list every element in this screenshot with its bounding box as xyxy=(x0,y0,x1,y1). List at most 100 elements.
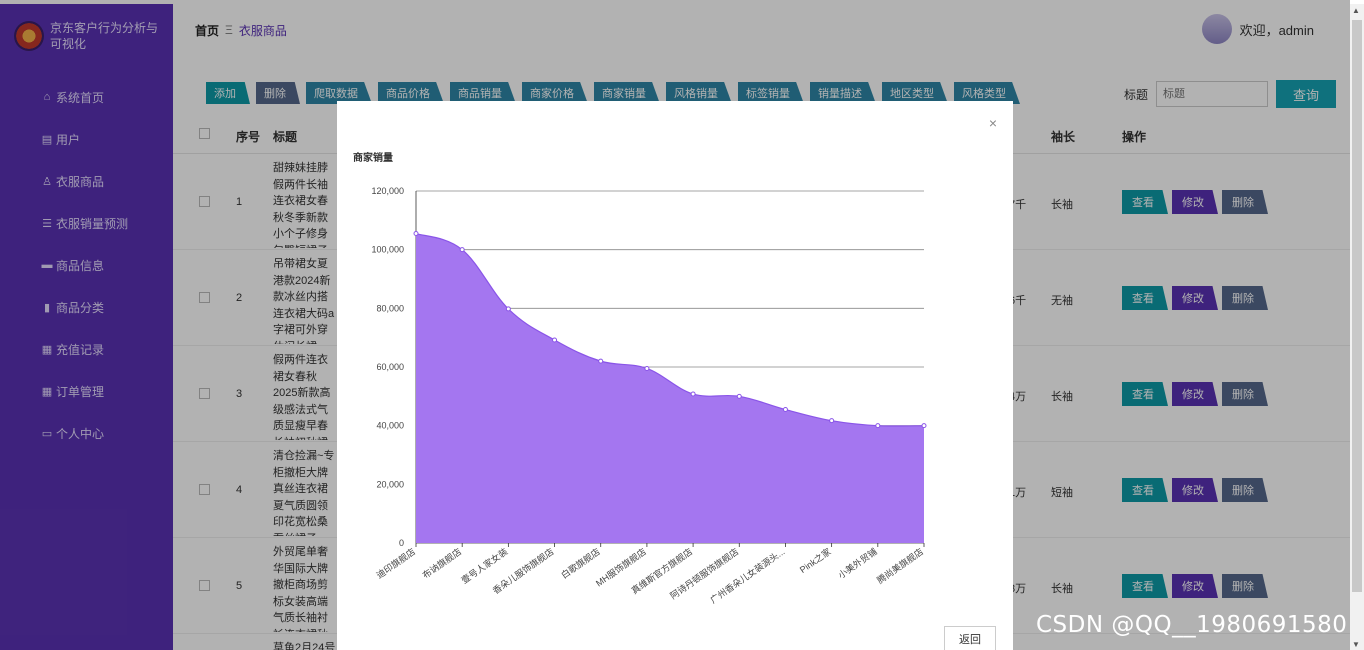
row-sleeve: 短袖 xyxy=(1051,487,1073,499)
data-point xyxy=(782,407,788,413)
x-tick-label: 广州香朵儿女装源头... xyxy=(708,546,787,606)
delete-row-button[interactable]: 删除 xyxy=(1222,286,1268,310)
y-tick-label: 80,000 xyxy=(376,303,404,313)
tag-sales-button[interactable]: 标签销量 xyxy=(738,82,804,104)
data-point xyxy=(875,423,881,429)
style-sales-button[interactable]: 风格销量 xyxy=(666,82,732,104)
y-tick-label: 40,000 xyxy=(376,421,404,431)
search-input[interactable] xyxy=(1156,81,1268,107)
region-type-button[interactable]: 地区类型 xyxy=(882,82,948,104)
view-button[interactable]: 查看 xyxy=(1122,190,1168,214)
sidebar-item-recharge[interactable]: ▦ 充值记录 xyxy=(41,342,105,357)
delete-row-button[interactable]: 删除 xyxy=(1222,382,1268,406)
header-sleeve[interactable]: 袖长 xyxy=(1051,130,1076,144)
shop-sales-button[interactable]: 商家销量 xyxy=(594,82,660,104)
scroll-down-icon[interactable]: ▼ xyxy=(1352,640,1360,649)
brand-name: 京东客户行为分析与可视化 xyxy=(50,21,159,51)
grid-icon: ▦ xyxy=(41,343,53,356)
avatar xyxy=(1201,14,1232,44)
close-icon[interactable]: × xyxy=(988,115,997,131)
sidebar-item-orders[interactable]: ▦ 订单管理 xyxy=(41,384,105,399)
table-row: 草鱼2月24号 xyxy=(173,634,1350,650)
sidebar: 京东客户行为分析与可视化 ⌂ 系统首页 ▤ 用户 ♙ 衣服商品 ☰ 衣服销量预测 ▬ 商品… xyxy=(0,4,173,650)
row-title: 草鱼2月24号 xyxy=(273,642,336,650)
row-title: 假两件连衣裙女春秋2025新款高级感法式气质显瘦早春长袖初秋裙子 xyxy=(273,354,331,440)
search-button[interactable]: 查询 xyxy=(1276,80,1336,108)
header-title[interactable]: 标题 xyxy=(273,130,298,144)
row-title: 清仓捡漏~专柜撤柜大牌真丝连衣裙夏气质圆领印花宽松桑蚕丝裙子 xyxy=(273,450,335,536)
delete-row-button[interactable]: 删除 xyxy=(1222,478,1268,502)
sales-desc-button[interactable]: 销量描述 xyxy=(810,82,876,104)
header-action: 操作 xyxy=(1122,130,1147,144)
delete-row-button[interactable]: 删除 xyxy=(1222,574,1268,598)
data-point xyxy=(598,358,604,364)
sidebar-item-profile[interactable]: ▭ 个人中心 xyxy=(41,426,105,441)
edit-button[interactable]: 修改 xyxy=(1172,574,1218,598)
view-button[interactable]: 查看 xyxy=(1122,478,1168,502)
edit-button[interactable]: 修改 xyxy=(1172,382,1218,406)
breadcrumb-separator: Ξ xyxy=(225,23,233,37)
row-checkbox[interactable] xyxy=(199,292,210,306)
edit-button[interactable]: 修改 xyxy=(1172,190,1218,214)
row-checkbox[interactable] xyxy=(199,484,210,498)
breadcrumb: 首页 Ξ 衣服商品 xyxy=(173,4,1350,56)
sidebar-nav: ⌂ 系统首页 ▤ 用户 ♙ 衣服商品 ☰ 衣服销量预测 ▬ 商品信息 ▮ 商品分类 ▦ 充值记… xyxy=(0,76,173,454)
row-index: 1 xyxy=(236,196,243,208)
row-index: 5 xyxy=(236,580,243,592)
row-title: 外贸尾单奢华国际大牌撤柜商场剪标女装高端气质长袖衬衫连衣裙秋 xyxy=(273,546,328,632)
row-sleeve: 长袖 xyxy=(1051,391,1073,403)
window-icon: ▭ xyxy=(41,427,53,440)
sidebar-item-home[interactable]: ⌂ 系统首页 xyxy=(0,76,173,118)
user-menu[interactable]: 欢迎，admin xyxy=(1201,14,1314,44)
home-icon: ⌂ xyxy=(43,91,51,103)
row-title: 吊带裙女夏港款2024新款冰丝内搭连衣裙大码a字裙可外穿休闲长裙 xyxy=(273,258,335,344)
row-actions: 查看 修改 删除 xyxy=(1122,286,1268,310)
row-actions: 查看 修改 删除 xyxy=(1122,478,1268,502)
row-title: 甜辣妹挂脖假两件长袖连衣裙女春秋冬季新款小个子修身包臀短裙子 xyxy=(273,162,328,248)
sidebar-item-user[interactable]: ▤ 用户 xyxy=(41,132,81,147)
row-checkbox[interactable] xyxy=(199,196,210,210)
person-icon: ♙ xyxy=(42,175,52,188)
y-tick-label: 100,000 xyxy=(371,245,404,255)
page-scrollbar[interactable]: ▲ ▼ xyxy=(1350,4,1364,650)
row-index: 2 xyxy=(236,292,243,304)
list-icon: ☰ xyxy=(42,217,52,230)
breadcrumb-home[interactable]: 首页 xyxy=(195,23,220,38)
edit-button[interactable]: 修改 xyxy=(1172,286,1218,310)
brand-logo-icon xyxy=(14,21,44,51)
scroll-up-icon[interactable]: ▲ xyxy=(1352,6,1360,15)
view-button[interactable]: 查看 xyxy=(1122,574,1168,598)
style-type-button[interactable]: 风格类型 xyxy=(954,82,1020,104)
sidebar-item-product-info[interactable]: ▬ 商品信息 xyxy=(41,258,105,273)
row-sleeve: 长袖 xyxy=(1051,583,1073,595)
add-button[interactable]: 添加 xyxy=(206,82,250,104)
sidebar-item-clothes[interactable]: ♙ 衣服商品 xyxy=(0,160,173,202)
y-tick-label: 120,000 xyxy=(371,186,404,196)
toolbar: 添加 删除 爬取数据 商品价格 商品销量 商家价格 商家销量 风格销量 标签销量… xyxy=(206,82,1020,104)
scrollbar-thumb[interactable] xyxy=(1352,20,1362,592)
back-button[interactable]: 返回 xyxy=(944,626,996,650)
row-sleeve: 无袖 xyxy=(1051,295,1073,307)
row-checkbox[interactable] xyxy=(199,388,210,402)
sidebar-item-category[interactable]: ▮ 商品分类 xyxy=(0,286,173,328)
modal-title: 商家销量 xyxy=(353,153,393,164)
edit-button[interactable]: 修改 xyxy=(1172,478,1218,502)
delete-row-button[interactable]: 删除 xyxy=(1222,190,1268,214)
clipboard-icon: ▤ xyxy=(41,133,53,146)
data-point xyxy=(459,247,465,253)
crawl-button[interactable]: 爬取数据 xyxy=(306,82,372,104)
y-tick-label: 20,000 xyxy=(376,479,404,489)
row-actions: 查看 修改 删除 xyxy=(1122,190,1268,214)
sidebar-item-forecast[interactable]: ☰ 衣服销量预测 xyxy=(0,202,173,244)
select-all-checkbox[interactable] xyxy=(199,128,210,142)
data-point xyxy=(736,393,742,399)
view-button[interactable]: 查看 xyxy=(1122,286,1168,310)
shop-price-button[interactable]: 商家价格 xyxy=(522,82,588,104)
product-price-button[interactable]: 商品价格 xyxy=(378,82,444,104)
product-sales-button[interactable]: 商品销量 xyxy=(450,82,516,104)
view-button[interactable]: 查看 xyxy=(1122,382,1168,406)
data-point xyxy=(505,306,511,312)
delete-button[interactable]: 删除 xyxy=(256,82,300,104)
row-checkbox[interactable] xyxy=(199,580,210,594)
search-label: 标题 xyxy=(1123,87,1148,102)
